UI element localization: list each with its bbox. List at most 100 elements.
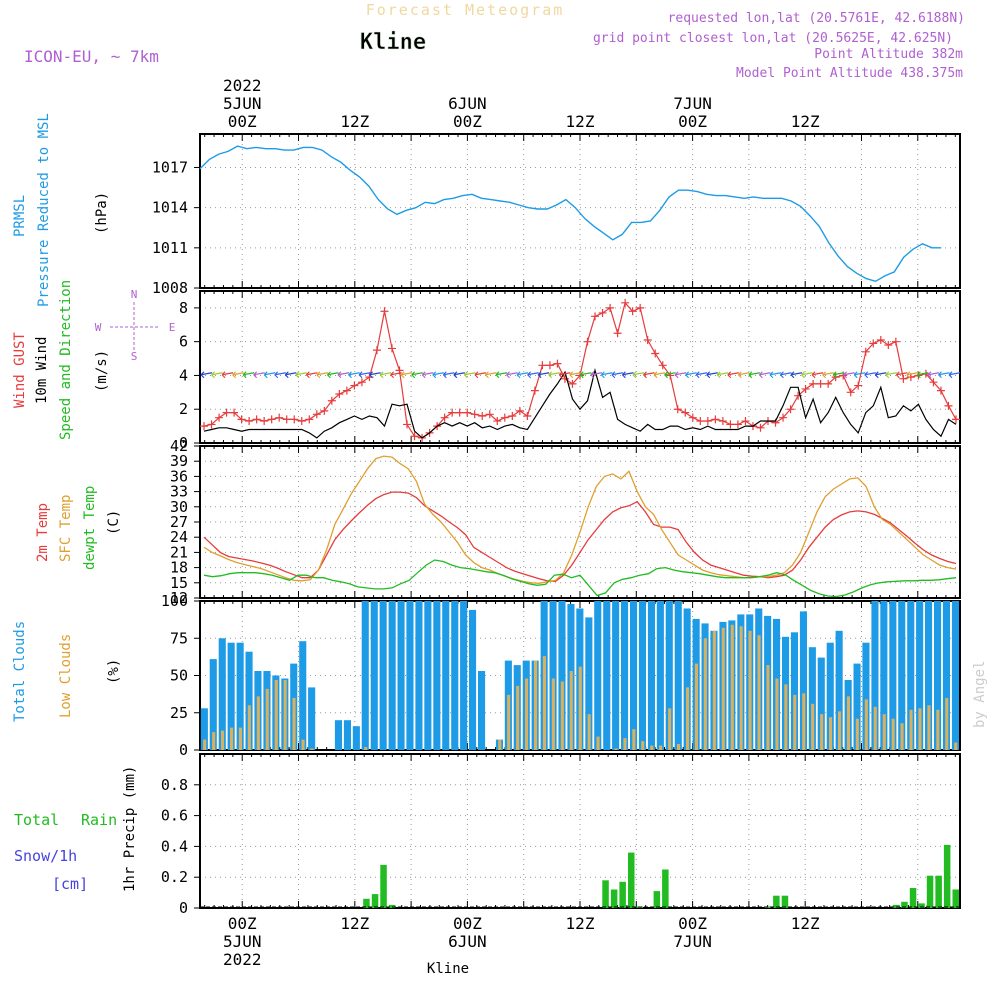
low-cloud-bar — [623, 738, 627, 750]
gust-marker — [327, 396, 336, 405]
gust-marker — [899, 374, 908, 383]
gust-marker — [312, 410, 321, 419]
wind-arrow-icon — [421, 371, 434, 379]
gust-marker — [726, 420, 735, 429]
pressure-panel: 1017 1014 1011 1008 — [152, 133, 961, 297]
wind-arrow-icon — [621, 371, 634, 379]
wind-arrow-icon — [453, 371, 465, 379]
wind-arrow-icon — [906, 371, 918, 379]
wind-arrow-icon — [284, 371, 297, 379]
y-tick-label: 12 — [170, 589, 188, 607]
gust-marker — [290, 415, 299, 424]
wind-labels: Wind GUST 10m Wind Speed and Direction (… — [12, 280, 175, 440]
total-cloud-bar — [880, 601, 888, 750]
total-cloud-bar — [665, 601, 673, 750]
low-cloud-bar — [855, 718, 859, 750]
total-cloud-bar — [934, 601, 942, 750]
gust-marker — [523, 411, 532, 420]
low-cloud-bar — [873, 706, 877, 750]
wind-arrow-icon — [590, 371, 602, 379]
grid-point-coords: grid point closest lon,lat (20.5625E, 42… — [593, 31, 953, 46]
gust-marker — [440, 413, 449, 422]
gust-marker — [884, 341, 893, 350]
gust-marker — [854, 381, 863, 390]
top-time-label: 12Z — [566, 112, 595, 131]
wind-arrow-icon — [358, 371, 371, 379]
panel-frame — [199, 445, 961, 599]
low-cloud-bar — [927, 705, 931, 750]
wind-arrow-icon — [326, 371, 339, 379]
low-cloud-bar — [891, 718, 895, 750]
total-cloud-bar — [647, 601, 655, 750]
y-tick-label: 18 — [170, 559, 188, 577]
cloud-label-total: Total Clouds — [12, 621, 28, 722]
wind-arrow-icon — [885, 371, 897, 379]
y-tick-label: 1011 — [152, 239, 188, 257]
wind-arrow-icon — [442, 371, 455, 379]
wind-arrow-icon — [674, 371, 687, 379]
gust-marker — [673, 405, 682, 414]
total-cloud-bar — [862, 642, 870, 750]
total-cloud-bar — [907, 601, 915, 750]
bottom-time-label: 5JUN — [223, 932, 262, 951]
gust-marker — [741, 417, 750, 426]
total-cloud-bar — [218, 638, 226, 751]
cloud-labels: Total Clouds Low Clouds (%) — [12, 621, 122, 722]
compass-e: E — [169, 321, 176, 334]
wind-arrow-icon — [506, 371, 518, 379]
low-cloud-bar — [301, 739, 305, 750]
wind-arrow-icon — [485, 371, 497, 379]
wind-arrow-icon — [916, 371, 929, 379]
y-tick-label: 0 — [179, 899, 188, 917]
gust-marker — [606, 303, 615, 312]
gust-marker — [260, 417, 269, 426]
low-cloud-bar — [641, 741, 645, 750]
low-cloud-bar — [569, 671, 573, 750]
total-cloud-bar — [308, 687, 316, 750]
wind-arrow-icon — [348, 371, 360, 379]
total-cloud-bar — [424, 601, 432, 750]
y-tick-label: 2 — [179, 400, 188, 418]
low-cloud-bar — [766, 665, 770, 750]
rain-bar — [628, 852, 635, 908]
temp-label-2m: 2m Temp — [35, 503, 51, 562]
model-point-altitude: Model Point Altitude 438.375m — [736, 66, 963, 81]
gust-marker — [560, 374, 569, 383]
low-cloud-bar — [659, 745, 663, 750]
gust-marker — [350, 381, 359, 390]
low-cloud-bar — [802, 693, 806, 750]
gust-marker — [688, 413, 697, 422]
y-tick-label: 15 — [170, 574, 188, 592]
precip-panel: 0.8 0.6 0.4 0.2 0 — [161, 753, 961, 917]
total-cloud-bar — [942, 601, 950, 750]
wind-arrow-icon — [695, 371, 708, 379]
low-cloud-bar — [954, 742, 958, 750]
total-cloud-bar — [352, 726, 360, 750]
total-cloud-bar — [612, 601, 620, 750]
low-cloud-bar — [882, 714, 886, 750]
total-cloud-bar — [835, 630, 843, 750]
precip-labels: Total Rain Snow/1h [cm] 1hr Precip (mm) — [14, 766, 138, 893]
total-cloud-bar — [379, 601, 387, 750]
gust-marker — [583, 337, 592, 346]
y-tick-label: 0.2 — [161, 868, 188, 886]
gust-marker — [237, 415, 246, 424]
total-cloud-bar — [370, 601, 378, 750]
wind-arrow-icon — [432, 371, 444, 379]
low-cloud-bar — [650, 745, 654, 750]
gust-marker — [696, 417, 705, 426]
gust-marker — [485, 410, 494, 419]
low-cloud-bar — [918, 708, 922, 750]
wind-arrow-icon — [569, 371, 581, 379]
gust-marker — [944, 401, 953, 410]
gust-marker — [470, 410, 479, 419]
gust-marker — [463, 408, 472, 417]
gust-marker — [493, 417, 502, 426]
bottom-time-label: 2022 — [223, 950, 262, 969]
wind-arrow-icon — [664, 371, 676, 379]
low-cloud-bar — [945, 697, 949, 750]
top-time-label: 7JUN — [673, 94, 712, 113]
wind-arrow-icon — [895, 371, 908, 379]
rain-bar — [935, 875, 942, 908]
